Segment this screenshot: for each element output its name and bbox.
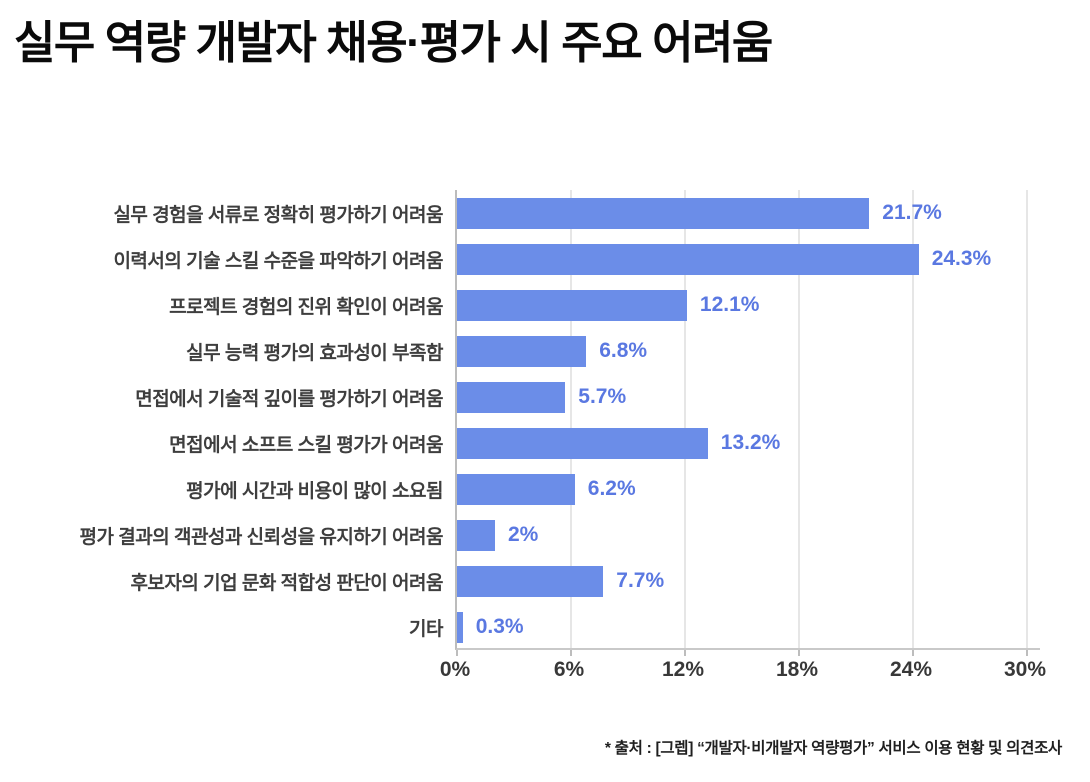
bar [457,611,463,643]
x-axis-tick-mark [684,650,686,656]
x-axis-tick-mark [456,650,458,656]
bar [457,243,919,275]
bar-row: 12.1% [457,282,1040,328]
category-label: 면접에서 소프트 스킬 평가가 어려움 [169,434,443,456]
bar [457,335,587,367]
x-axis-tick-labels: 0% 6% 12% 18% 24% 30% [440,650,1046,684]
bar [457,289,687,321]
bar-value-label: 12.1% [699,293,760,316]
category-label: 평가에 시간과 비용이 많이 소요됨 [186,480,443,502]
bar-value-label: 6.2% [587,477,636,500]
category-label: 후보자의 기업 문화 적합성 판단이 어려움 [130,572,443,594]
category-label: 이력서의 기술 스킬 수준을 파악하기 어려움 [113,250,443,272]
category-label: 실무 경험을 서류로 정확히 평가하기 어려움 [113,204,443,226]
category-label: 기타 [409,618,443,640]
bar [457,565,604,597]
bar-row: 6.2% [457,466,1040,512]
gridline [684,190,686,648]
bar-row: 0.3% [457,604,1040,650]
bar-value-label: 7.7% [616,569,665,592]
bar-row: 24.3% [457,236,1040,282]
gridline [570,190,572,648]
x-axis-tick-label: 6% [553,658,585,681]
x-axis-tick-label: 24% [889,658,933,681]
bar [457,197,870,229]
x-axis-tick-label: 18% [775,658,819,681]
x-axis-tick-label: 12% [661,658,705,681]
bar-value-label: 13.2% [720,431,781,454]
x-axis-tick-mark [912,650,914,656]
bar-value-label: 2% [508,523,539,546]
bar [457,519,495,551]
bar-rows: 21.7% 24.3% 12.1% 6.8% 5.7% 13.2% 6.2% 2% 7.7% 0.… [457,190,1040,648]
bar-row: 7.7% [457,558,1040,604]
x-axis-tick-label: 30% [1003,658,1047,681]
bar-value-label: 5.7% [578,385,627,408]
page-title: 실무 역량 개발자 채용·평가 시 주요 어려움 [14,17,773,68]
bar-row: 21.7% [457,190,1040,236]
gridline [1026,190,1028,648]
gridline [798,190,800,648]
bar-row: 5.7% [457,374,1040,420]
bar-row: 6.8% [457,328,1040,374]
category-label: 면접에서 기술적 깊이를 평가하기 어려움 [135,388,443,410]
x-axis-tick-mark [1026,650,1028,656]
bar [457,381,566,413]
category-label: 프로젝트 경험의 진위 확인이 어려움 [169,296,443,318]
bar [457,427,708,459]
bar [457,473,575,505]
x-axis-tick-mark [570,650,572,656]
bar-row: 13.2% [457,420,1040,466]
bar-value-label: 21.7% [882,201,942,224]
x-axis-tick-label: 0% [439,658,471,681]
x-axis-tick-mark [798,650,800,656]
category-label: 평가 결과의 객관성과 신뢰성을 유지하기 어려움 [79,526,444,548]
plot-area: 21.7% 24.3% 12.1% 6.8% 5.7% 13.2% 6.2% 2% 7.7% 0.… [455,190,1040,656]
bar-value-label: 6.8% [599,339,648,362]
gridline [912,190,914,648]
category-label: 실무 능력 평가의 효과성이 부족함 [186,342,443,364]
bar-value-label: 24.3% [931,247,992,270]
bar-row: 2% [457,512,1040,558]
source-note: * 출처 : [그렙] “개발자·비개발자 역량평가” 서비스 이용 현황 및 … [604,740,1062,757]
bar-value-label: 0.3% [475,615,524,638]
